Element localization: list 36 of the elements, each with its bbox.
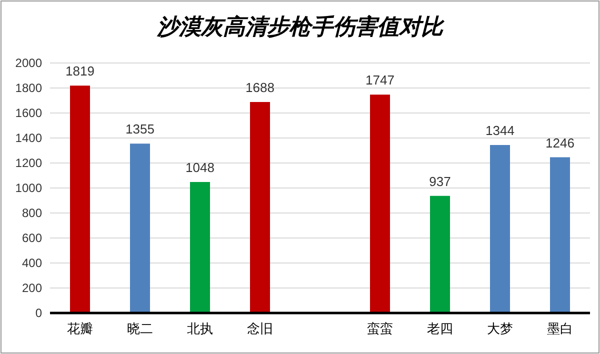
x-tick-label: 大梦 xyxy=(487,321,513,336)
y-tick-label: 1600 xyxy=(15,106,42,120)
data-label: 1246 xyxy=(546,135,574,150)
chart-title: 沙漠灰高清步枪手伤害值对比 xyxy=(156,14,445,40)
x-tick-label: 念旧 xyxy=(247,321,273,336)
x-tick-label: 蛮蛮 xyxy=(367,321,393,336)
y-tick-label: 2000 xyxy=(15,56,42,70)
bar xyxy=(250,102,270,313)
data-label: 1344 xyxy=(486,123,514,138)
y-tick-label: 400 xyxy=(22,256,42,270)
bar xyxy=(550,157,570,313)
data-label: 1355 xyxy=(126,122,154,137)
x-tick-label: 花瓣 xyxy=(67,321,93,336)
y-tick-label: 1400 xyxy=(15,131,42,145)
y-tick-label: 200 xyxy=(22,281,42,295)
bar xyxy=(190,182,210,313)
bar xyxy=(370,94,390,313)
data-label: 1688 xyxy=(246,80,274,95)
y-tick-label: 600 xyxy=(22,231,42,245)
data-label: 1048 xyxy=(186,160,214,175)
y-tick-label: 800 xyxy=(22,206,42,220)
y-tick-label: 1200 xyxy=(15,156,42,170)
data-label: 1747 xyxy=(366,72,394,88)
data-label: 1819 xyxy=(66,64,94,79)
bar xyxy=(430,196,450,313)
data-label: 937 xyxy=(429,174,451,189)
x-tick-label: 老四 xyxy=(427,321,453,336)
bar xyxy=(490,145,510,313)
x-tick-label: 墨白 xyxy=(547,321,573,336)
bar xyxy=(130,144,150,313)
y-tick-label: 0 xyxy=(35,306,42,320)
x-tick-label: 北执 xyxy=(187,321,213,336)
x-tick-label: 晓二 xyxy=(127,321,153,336)
bar xyxy=(70,86,90,313)
y-tick-label: 1000 xyxy=(15,181,42,195)
y-tick-label: 1800 xyxy=(15,81,42,95)
